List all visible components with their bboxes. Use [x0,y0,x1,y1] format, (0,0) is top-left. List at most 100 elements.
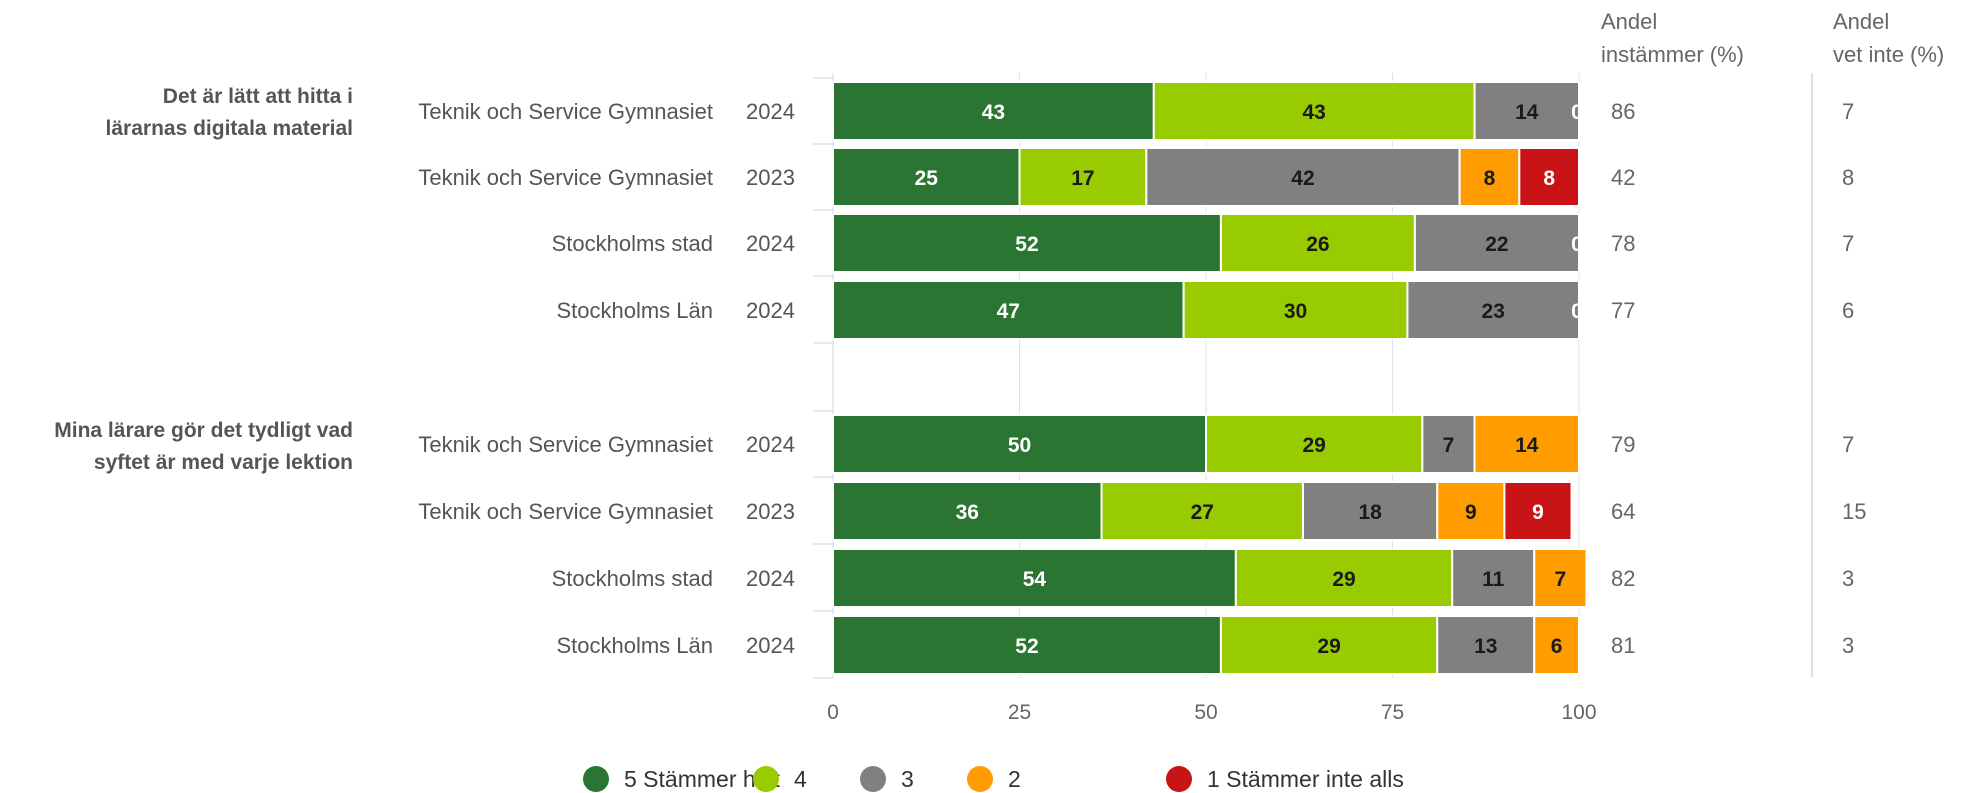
agree-value: 78 [1611,231,1635,256]
bar-segment [1301,481,1439,541]
bar-segment [1234,548,1454,608]
data-label: 52 [1015,233,1038,256]
legend: 5 Stämmer helt 4 3 2 1 Stämmer inte alls [583,766,1404,792]
bar-segment [1458,147,1521,207]
year-label: 2024 [746,633,795,658]
legend-label: 2 [1008,766,1021,792]
bar-segment [1473,81,1581,141]
agree-value: 86 [1611,99,1635,124]
bar-segment [1219,615,1439,675]
year-label: 2024 [746,566,795,591]
data-label: 42 [1291,167,1314,190]
category-label: Teknik och Service Gymnasiet [418,99,713,124]
data-label: 29 [1332,568,1355,591]
data-label: 8 [1484,167,1496,190]
data-label: 30 [1284,300,1307,323]
legend-swatch [967,766,993,792]
data-label: 23 [1482,300,1505,323]
dontknow-value: 7 [1842,432,1854,457]
data-label: 47 [997,300,1020,323]
bar-segment [1205,414,1424,474]
year-label: 2024 [746,432,795,457]
dontknow-header-line2: vet inte (%) [1833,42,1944,67]
legend-label: 4 [794,766,807,792]
data-label: 0 [1571,233,1583,256]
data-label: 7 [1555,568,1567,591]
data-label: 0 [1571,101,1583,124]
category-label: Teknik och Service Gymnasiet [418,499,713,524]
legend-swatch [1166,766,1192,792]
agree-value: 64 [1611,499,1635,524]
dontknow-value: 7 [1842,231,1854,256]
agree-value: 81 [1611,633,1635,658]
bar-segment [1145,147,1461,207]
category-label: Stockholms stad [552,566,713,591]
bar-segment [832,615,1222,675]
category-label: Teknik och Service Gymnasiet [418,432,713,457]
category-label: Stockholms stad [552,231,713,256]
category-label: Stockholms Län [556,298,713,323]
data-label: 18 [1358,501,1382,524]
category-label: Teknik och Service Gymnasiet [418,165,713,190]
data-label: 7 [1443,434,1455,457]
data-label: 50 [1008,434,1031,457]
labels-layer: Det är lätt att hitta i lärarnas digitala… [54,85,1866,658]
data-label: 54 [1023,568,1047,591]
data-label: 27 [1191,501,1214,524]
year-label: 2023 [746,499,795,524]
agree-value: 42 [1611,165,1635,190]
legend-swatch [583,766,609,792]
bars-layer [832,81,1588,675]
legend-label: 3 [901,766,914,792]
x-axis: 0 25 50 75 100 [827,701,1596,724]
x-tick-label: 100 [1561,701,1596,724]
x-tick-label: 50 [1194,701,1217,724]
legend-swatch [860,766,886,792]
bar-segment [832,81,1155,141]
data-label: 6 [1551,635,1563,658]
year-label: 2024 [746,231,795,256]
bar-segment [832,213,1222,273]
agree-header-line2: instämmer (%) [1601,42,1744,67]
x-tick-label: 0 [827,701,839,724]
dontknow-header-line1: Andel [1833,9,1889,34]
data-label: 36 [956,501,979,524]
year-label: 2024 [746,298,795,323]
column-headers: Andel instämmer (%) Andel vet inte (%) [1601,9,1944,67]
data-label: 9 [1532,501,1544,524]
year-label: 2023 [746,165,795,190]
dontknow-value: 15 [1842,499,1866,524]
bar-segment [1413,213,1580,273]
bar-segment [1533,615,1580,675]
bar-segment [1503,481,1573,541]
legend-label: 1 Stämmer inte alls [1207,766,1404,792]
agree-value: 79 [1611,432,1635,457]
data-label: 13 [1474,635,1497,658]
bar-segment [1451,548,1536,608]
data-label: 14 [1515,434,1539,457]
dontknow-value: 6 [1842,298,1854,323]
question-label: syftet är med varje lektion [94,451,353,474]
bar-segment [1533,548,1588,608]
bar-segment [832,548,1237,608]
bar-segment [1473,414,1581,474]
agree-value: 77 [1611,298,1635,323]
data-label: 25 [915,167,939,190]
legend-swatch [753,766,779,792]
bar-segment [1219,213,1416,273]
data-label: 0 [1571,300,1583,323]
data-label: 14 [1515,101,1539,124]
bar-segment [832,481,1103,541]
data-label: 8 [1543,167,1555,190]
data-label: 17 [1071,167,1094,190]
data-label: 43 [1302,101,1325,124]
question-label: lärarnas digitala material [106,117,353,140]
data-label: 9 [1465,501,1477,524]
data-label: 26 [1306,233,1329,256]
data-label: 22 [1485,233,1508,256]
agree-header-line1: Andel [1601,9,1657,34]
dontknow-value: 7 [1842,99,1854,124]
dontknow-value: 3 [1842,633,1854,658]
data-label: 29 [1317,635,1340,658]
